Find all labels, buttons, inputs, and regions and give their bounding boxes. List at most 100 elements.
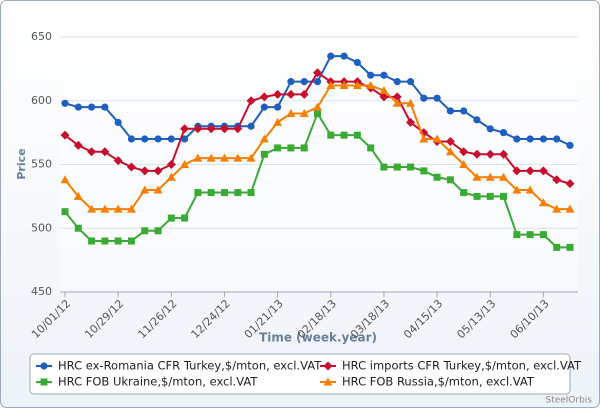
marker: [286, 109, 296, 117]
marker: [392, 98, 402, 107]
marker: [512, 166, 522, 176]
marker: [233, 153, 243, 162]
marker: [246, 96, 256, 106]
legend-label: HRC ex-Romania CFR Turkey,$/mton, excl.V…: [58, 359, 322, 373]
marker: [114, 118, 122, 127]
marker: [432, 134, 442, 143]
marker: [234, 189, 242, 197]
marker: [74, 224, 82, 232]
marker: [40, 362, 48, 370]
marker: [40, 378, 48, 386]
marker: [181, 135, 189, 143]
marker: [126, 162, 136, 172]
marker: [433, 173, 441, 181]
marker: [566, 243, 574, 251]
marker: [273, 117, 283, 126]
marker: [126, 204, 136, 213]
y-tick-label: 450: [31, 285, 52, 298]
marker: [392, 92, 402, 102]
marker: [127, 237, 135, 245]
marker: [525, 185, 535, 194]
marker: [499, 172, 509, 181]
marker: [60, 175, 70, 184]
marker: [314, 110, 321, 117]
marker: [367, 144, 375, 152]
marker: [61, 208, 69, 216]
marker: [379, 86, 389, 95]
marker: [552, 175, 562, 185]
marker: [87, 103, 96, 111]
marker: [273, 89, 283, 99]
marker: [538, 166, 548, 176]
marker: [380, 71, 388, 79]
marker: [323, 361, 333, 371]
marker: [366, 80, 376, 89]
marker: [459, 160, 469, 168]
marker: [206, 153, 216, 162]
marker: [460, 189, 468, 197]
marker: [406, 78, 415, 86]
marker: [259, 134, 269, 143]
marker: [485, 172, 495, 181]
marker: [538, 198, 548, 207]
marker: [459, 147, 469, 157]
marker: [127, 135, 136, 143]
marker: [299, 89, 309, 99]
marker: [473, 192, 481, 200]
marker: [300, 144, 308, 152]
marker: [552, 204, 562, 213]
marker: [260, 103, 268, 111]
marker: [526, 231, 534, 239]
marker: [446, 176, 454, 184]
marker: [180, 160, 190, 168]
marker: [100, 204, 110, 213]
marker: [220, 189, 228, 197]
marker: [167, 214, 175, 222]
marker: [274, 144, 282, 152]
marker: [286, 89, 296, 99]
legend-label: HRC imports CFR Turkey,$/mton, excl.VAT: [342, 359, 582, 373]
marker: [313, 78, 322, 86]
marker: [499, 129, 508, 137]
marker: [153, 185, 163, 194]
marker: [446, 107, 454, 115]
marker: [219, 153, 229, 162]
marker: [141, 227, 149, 235]
marker: [566, 141, 574, 149]
marker: [166, 172, 176, 181]
marker: [287, 78, 295, 86]
marker: [565, 179, 575, 189]
marker: [473, 116, 481, 124]
marker: [61, 99, 69, 107]
marker: [327, 131, 335, 139]
marker: [194, 189, 202, 197]
marker: [513, 135, 521, 143]
marker: [433, 94, 441, 102]
marker: [287, 144, 295, 152]
marker: [565, 204, 575, 213]
marker: [247, 189, 255, 197]
marker: [274, 103, 282, 111]
marker: [113, 156, 123, 166]
marker: [445, 147, 455, 156]
marker: [87, 147, 97, 157]
marker: [420, 94, 428, 102]
marker: [472, 172, 482, 181]
marker: [313, 102, 322, 111]
marker: [553, 135, 561, 143]
marker: [512, 185, 522, 194]
marker: [101, 103, 109, 111]
marker: [87, 204, 97, 213]
marker: [500, 192, 508, 200]
marker: [246, 153, 256, 162]
marker: [419, 134, 429, 143]
marker: [259, 92, 269, 102]
marker: [193, 124, 203, 134]
marker: [340, 131, 348, 139]
marker: [101, 237, 109, 245]
marker: [323, 377, 333, 386]
marker: [407, 163, 415, 171]
marker: [88, 237, 96, 245]
